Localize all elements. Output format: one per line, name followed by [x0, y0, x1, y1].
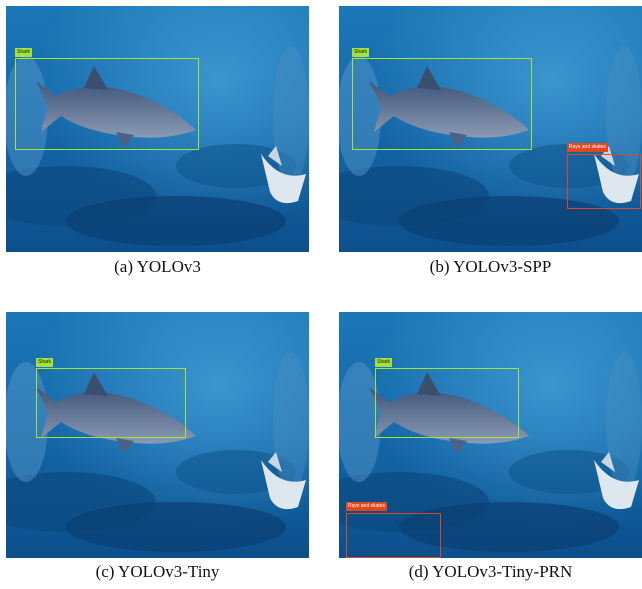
- panel: Shark: [6, 312, 309, 558]
- bounding-box: [375, 368, 519, 438]
- bounding-box: [346, 513, 441, 558]
- caption: (a) YOLOv3: [6, 257, 309, 277]
- caption: (b) YOLOv3-SPP: [339, 257, 642, 277]
- panel: Shark Rays and skates: [339, 6, 642, 252]
- box-label: Rays and skates: [346, 502, 387, 511]
- caption: (c) YOLOv3-Tiny: [6, 562, 309, 582]
- box-label: Rays and skates: [567, 143, 608, 152]
- figure: Shark (a) YOLOv3 Shark Rays and skates (…: [0, 0, 642, 589]
- bounding-box: [352, 58, 532, 150]
- bounding-box: [567, 154, 641, 209]
- box-label: Shark: [15, 48, 32, 57]
- bounding-box: [36, 368, 186, 438]
- caption: (d) YOLOv3-Tiny-PRN: [339, 562, 642, 582]
- bounding-box: [15, 58, 199, 150]
- box-label: Shark: [352, 48, 369, 57]
- panel: Shark Rays and skates: [339, 312, 642, 558]
- panel: Shark: [6, 6, 309, 252]
- box-label: Shark: [36, 358, 53, 367]
- box-label: Shark: [375, 358, 392, 367]
